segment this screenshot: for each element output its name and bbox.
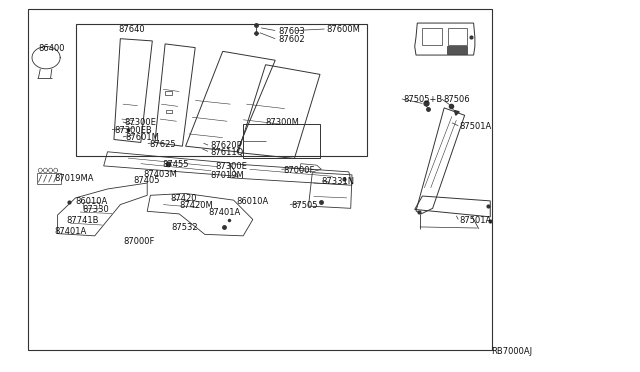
- Text: 87501A: 87501A: [460, 122, 492, 131]
- Text: 87330: 87330: [82, 205, 109, 214]
- Text: 87505+B: 87505+B: [403, 95, 442, 104]
- Text: 87501A: 87501A: [460, 216, 492, 225]
- Text: 87401A: 87401A: [209, 208, 241, 217]
- Text: 87300M: 87300M: [266, 118, 300, 126]
- Text: 87000F: 87000F: [283, 166, 314, 174]
- Text: 87403M: 87403M: [143, 170, 177, 179]
- Text: 87625: 87625: [150, 140, 177, 149]
- Text: 87506: 87506: [444, 95, 470, 104]
- Text: 87019M: 87019M: [210, 171, 244, 180]
- Text: 87300E: 87300E: [215, 162, 247, 171]
- Text: 87420M: 87420M: [179, 201, 213, 210]
- Text: 87300EB: 87300EB: [114, 126, 152, 135]
- Text: 87601M: 87601M: [125, 133, 159, 142]
- Text: 87620P: 87620P: [210, 141, 242, 150]
- Text: 87019MA: 87019MA: [54, 174, 94, 183]
- Text: 87331N: 87331N: [321, 177, 355, 186]
- Text: 87611Q: 87611Q: [210, 148, 243, 157]
- Text: 87532: 87532: [171, 223, 198, 232]
- Text: 87640: 87640: [118, 25, 145, 34]
- Text: 87420: 87420: [170, 194, 196, 203]
- Text: 87600M: 87600M: [326, 25, 360, 34]
- Text: 87602: 87602: [278, 35, 305, 44]
- Text: 86400: 86400: [38, 44, 65, 53]
- Text: 87455: 87455: [162, 160, 188, 169]
- Polygon shape: [448, 28, 467, 45]
- Text: 87741B: 87741B: [66, 216, 99, 225]
- Text: 87401A: 87401A: [54, 227, 86, 236]
- Text: RB7000AJ: RB7000AJ: [492, 347, 532, 356]
- Text: 87603: 87603: [278, 27, 305, 36]
- Text: 87000F: 87000F: [124, 237, 155, 246]
- Text: 87505: 87505: [291, 201, 317, 210]
- Polygon shape: [422, 28, 442, 45]
- Text: 86010A: 86010A: [76, 197, 108, 206]
- Text: 87300E: 87300E: [125, 118, 157, 127]
- Polygon shape: [447, 46, 467, 54]
- Text: 86010A: 86010A: [237, 197, 269, 206]
- Text: 87405: 87405: [133, 176, 159, 185]
